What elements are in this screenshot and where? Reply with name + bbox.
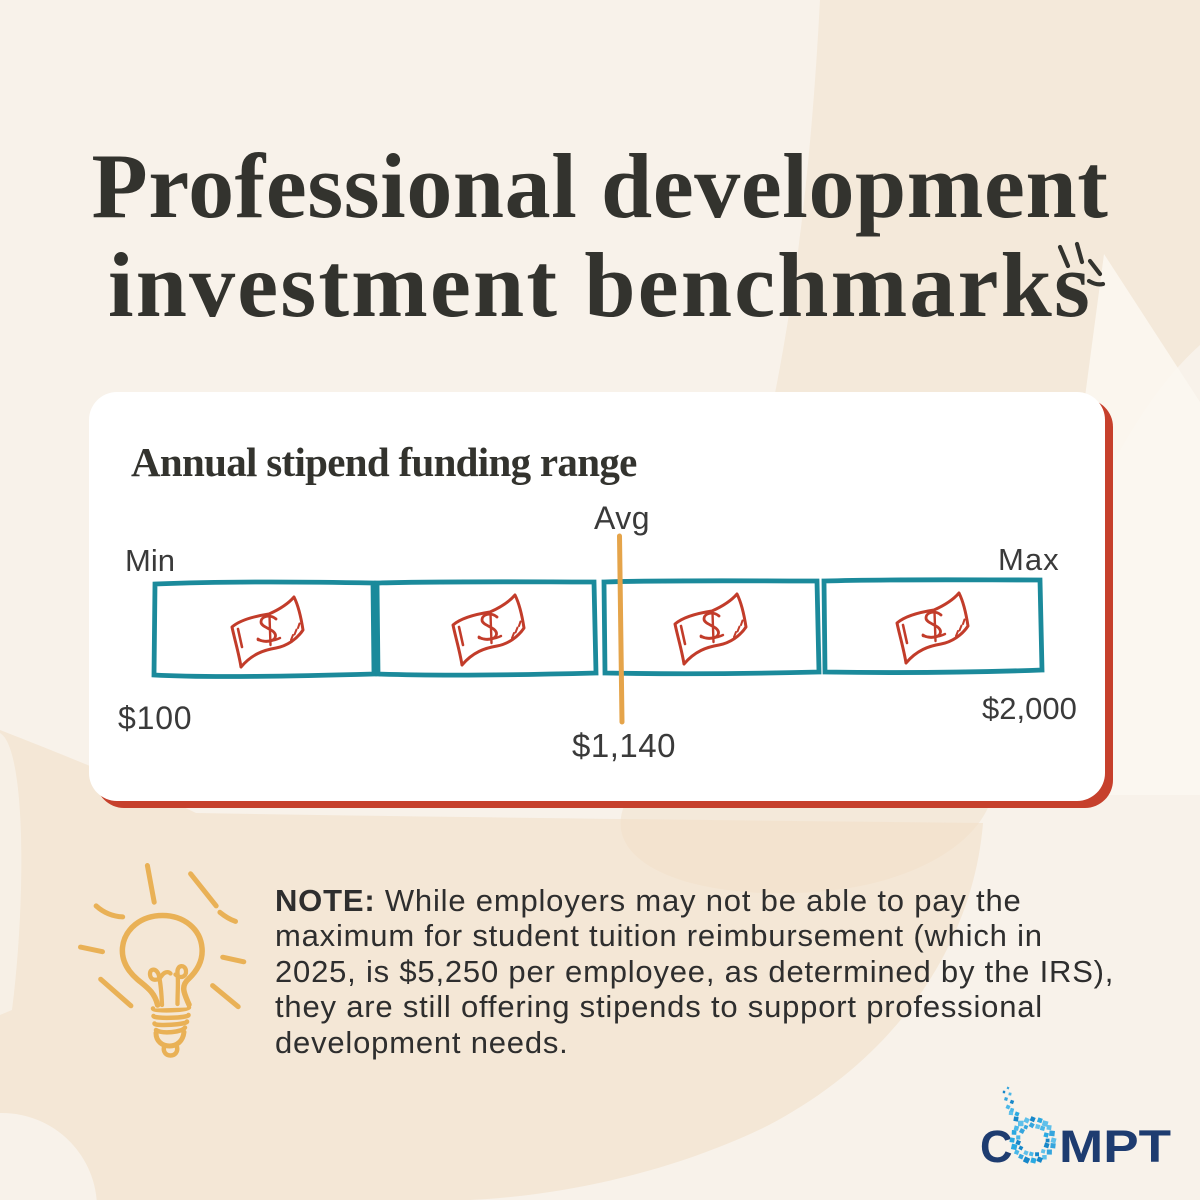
svg-text:MPT: MPT xyxy=(1059,1121,1171,1172)
svg-text:C: C xyxy=(980,1121,1013,1172)
